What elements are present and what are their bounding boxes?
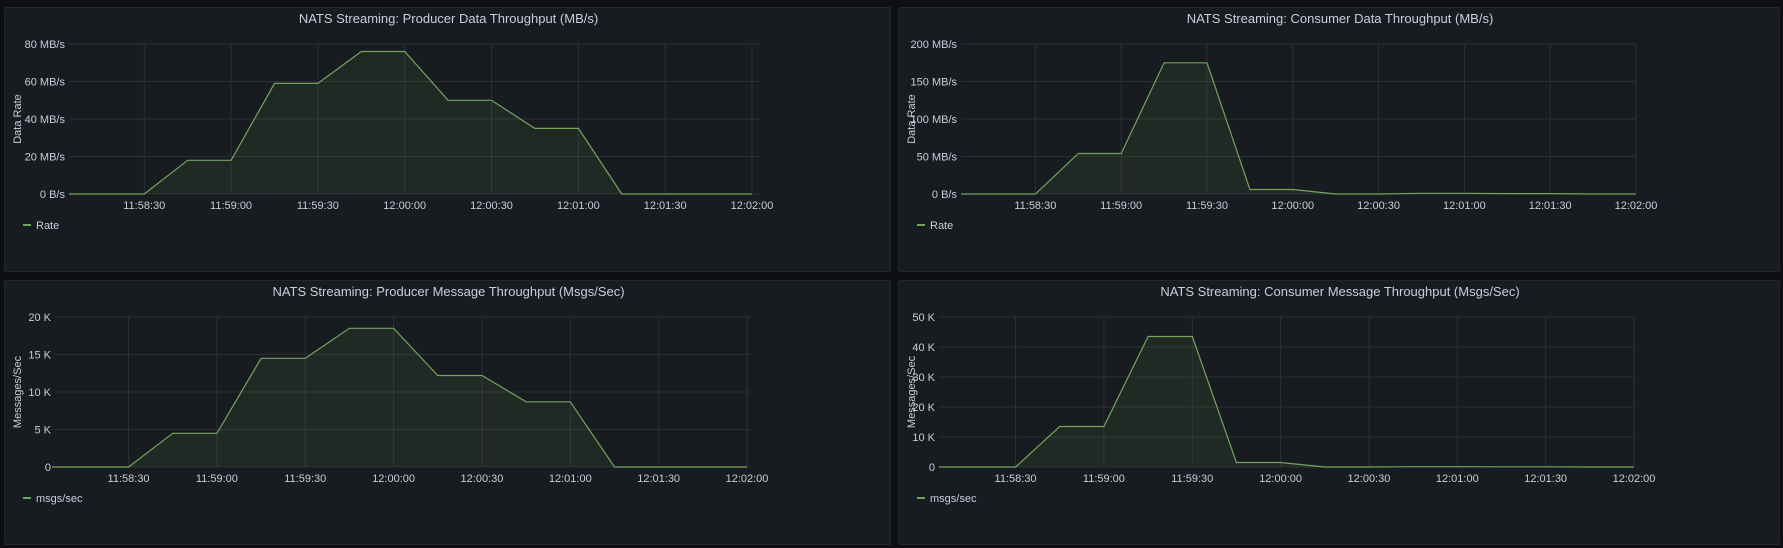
x-tick-label: 11:59:00 <box>196 473 238 485</box>
y-tick-label: 10 K <box>28 387 51 399</box>
y-tick-label: 50 K <box>912 312 935 324</box>
y-axis-label: Messages/Sec <box>906 355 918 428</box>
series-line <box>52 327 747 468</box>
x-tick-label: 11:59:00 <box>1100 200 1142 212</box>
legend-label: Rate <box>930 220 953 232</box>
y-tick-label: 200 MB/s <box>911 39 958 51</box>
chart-svg: NATS Streaming: Consumer Data Throughput… <box>906 11 1658 232</box>
x-tick-label: 12:01:00 <box>1443 200 1486 212</box>
y-axis-label: Messages/Sec <box>12 355 24 428</box>
y-tick-label: 0 B/s <box>932 189 958 201</box>
x-tick-label: 11:59:30 <box>1171 473 1213 485</box>
legend-item[interactable]: msgs/sec <box>23 493 83 505</box>
y-tick-label: 50 MB/s <box>917 152 958 164</box>
x-tick-label: 12:01:30 <box>637 473 680 485</box>
panel-consumer-data-throughput[interactable]: NATS Streaming: Consumer Data Throughput… <box>898 7 1780 272</box>
series-area-fill <box>939 336 1634 467</box>
y-tick-label: 20 MB/s <box>25 152 66 164</box>
legend-label: msgs/sec <box>36 493 83 505</box>
x-tick-label: 12:01:00 <box>549 473 592 485</box>
series-area-fill <box>52 328 747 467</box>
chart-svg: NATS Streaming: Consumer Message Through… <box>906 284 1656 505</box>
x-tick-label: 12:01:30 <box>644 200 687 212</box>
x-tick-label: 12:01:30 <box>1524 473 1567 485</box>
x-tick-label: 12:02:00 <box>1615 200 1658 212</box>
y-tick-label: 15 K <box>28 350 51 362</box>
panel-producer-message-throughput[interactable]: NATS Streaming: Producer Message Through… <box>4 280 891 545</box>
panel-producer-data-throughput[interactable]: NATS Streaming: Producer Data Throughput… <box>4 7 891 272</box>
x-tick-label: 11:59:00 <box>210 200 252 212</box>
legend-item[interactable]: Rate <box>917 220 953 232</box>
series-line <box>961 62 1636 195</box>
y-axis-label: Data Rate <box>906 94 918 144</box>
series-line <box>939 335 1634 468</box>
x-tick-label: 12:02:00 <box>731 200 774 212</box>
x-tick-label: 11:58:30 <box>123 200 165 212</box>
y-tick-label: 60 MB/s <box>25 77 66 89</box>
chart-svg: NATS Streaming: Producer Message Through… <box>12 284 769 505</box>
y-tick-label: 10 K <box>912 432 935 444</box>
y-tick-label: 0 <box>45 462 51 474</box>
y-tick-label: 40 MB/s <box>25 114 66 126</box>
x-tick-label: 12:02:00 <box>1613 473 1656 485</box>
series-area-fill <box>961 62 1636 194</box>
panel-title: NATS Streaming: Producer Message Through… <box>272 284 624 299</box>
x-tick-label: 11:59:30 <box>297 200 339 212</box>
panel-title: NATS Streaming: Consumer Data Throughput… <box>1187 11 1494 26</box>
x-tick-label: 12:02:00 <box>726 473 769 485</box>
legend-item[interactable]: Rate <box>23 220 59 232</box>
x-tick-label: 12:00:00 <box>1271 200 1314 212</box>
y-tick-label: 0 B/s <box>40 189 66 201</box>
panel-consumer-message-throughput[interactable]: NATS Streaming: Consumer Message Through… <box>898 280 1780 545</box>
y-tick-label: 40 K <box>912 342 935 354</box>
series-area-fill <box>69 51 752 194</box>
x-tick-label: 11:58:30 <box>1014 200 1056 212</box>
y-tick-label: 20 K <box>28 312 51 324</box>
x-tick-label: 12:00:00 <box>372 473 415 485</box>
x-tick-label: 12:00:30 <box>461 473 504 485</box>
x-tick-label: 12:00:30 <box>1348 473 1391 485</box>
x-tick-label: 12:01:30 <box>1529 200 1572 212</box>
legend-item[interactable]: msgs/sec <box>917 493 977 505</box>
x-tick-label: 12:00:30 <box>1357 200 1400 212</box>
y-axis-label: Data Rate <box>12 94 24 144</box>
y-tick-label: 0 <box>929 462 935 474</box>
y-tick-label: 5 K <box>34 425 51 437</box>
x-tick-label: 11:58:30 <box>108 473 150 485</box>
x-tick-label: 11:59:30 <box>284 473 326 485</box>
x-tick-label: 12:00:30 <box>470 200 513 212</box>
y-tick-label: 150 MB/s <box>911 77 958 89</box>
legend-label: msgs/sec <box>930 493 977 505</box>
x-tick-label: 12:01:00 <box>557 200 600 212</box>
y-tick-label: 20 K <box>912 402 935 414</box>
x-tick-label: 11:58:30 <box>995 473 1037 485</box>
y-tick-label: 30 K <box>912 372 935 384</box>
panel-title: NATS Streaming: Producer Data Throughput… <box>299 11 598 26</box>
x-tick-label: 12:00:00 <box>383 200 426 212</box>
x-tick-label: 11:59:00 <box>1083 473 1125 485</box>
legend-label: Rate <box>36 220 59 232</box>
x-tick-label: 11:59:30 <box>1186 200 1228 212</box>
x-tick-label: 12:00:00 <box>1259 473 1302 485</box>
x-tick-label: 12:01:00 <box>1436 473 1479 485</box>
y-tick-label: 100 MB/s <box>911 114 958 126</box>
chart-svg: NATS Streaming: Producer Data Throughput… <box>12 11 774 232</box>
series-line <box>69 50 752 195</box>
y-tick-label: 80 MB/s <box>25 39 66 51</box>
panel-title: NATS Streaming: Consumer Message Through… <box>1160 284 1519 299</box>
